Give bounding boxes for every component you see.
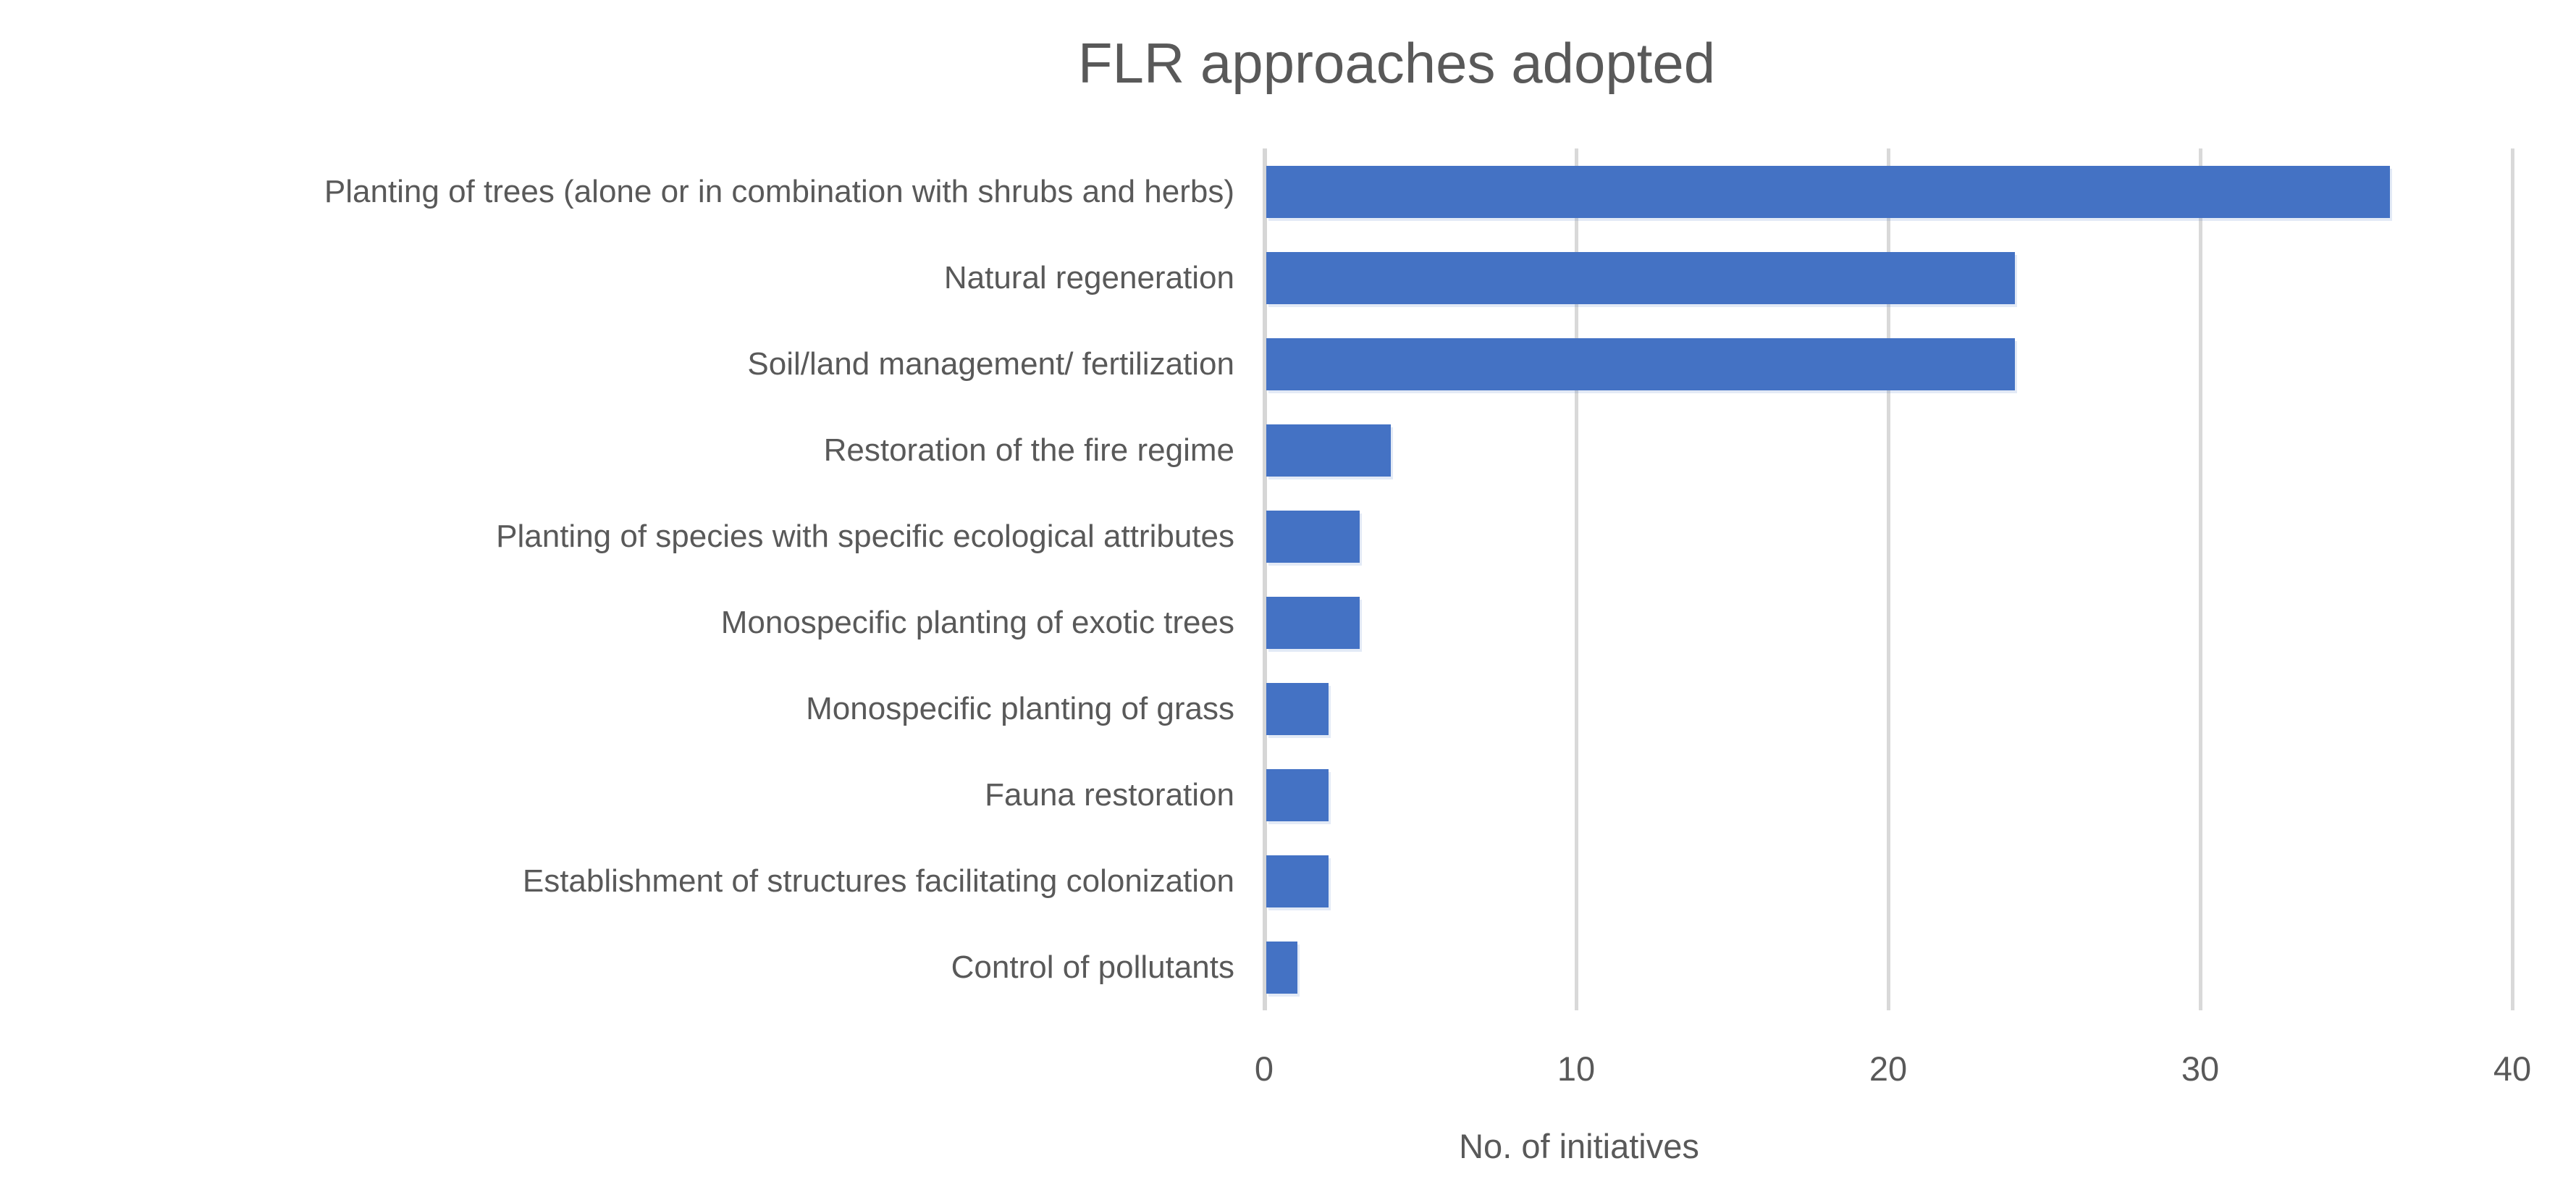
x-tick-label: 10 [1557, 1049, 1596, 1088]
x-tick-label: 0 [1254, 1049, 1274, 1088]
x-axis-title: No. of initiatives [1459, 1127, 1699, 1165]
bar [1266, 596, 1360, 649]
bar [1266, 337, 2016, 390]
x-tick-label: 30 [2181, 1049, 2220, 1088]
gridline [1886, 148, 1890, 1010]
category-label: Planting of trees (alone or in combinati… [324, 173, 1234, 209]
bar [1266, 251, 2016, 304]
bar [1266, 165, 2390, 218]
category-label: Monospecific planting of grass [806, 690, 1234, 726]
bar [1266, 941, 1298, 994]
chart-title: FLR approaches adopted [1077, 31, 1716, 95]
category-label: Natural regeneration [943, 259, 1234, 295]
bar [1266, 768, 1329, 821]
bar [1266, 424, 1392, 477]
category-label: Monospecific planting of exotic trees [720, 604, 1234, 640]
x-tick-label: 20 [1869, 1049, 1908, 1088]
category-label: Soil/land management/ fertilization [747, 345, 1234, 382]
category-label: Restoration of the fire regime [823, 432, 1234, 468]
x-tick-label: 40 [2493, 1049, 2532, 1088]
category-label: Planting of species with specific ecolog… [496, 518, 1234, 554]
category-label: Control of pollutants [951, 949, 1234, 985]
category-axis-line [1262, 148, 1267, 1010]
category-label: Fauna restoration [985, 776, 1234, 813]
bar [1266, 855, 1329, 907]
gridline [2510, 148, 2514, 1010]
bar [1266, 510, 1360, 563]
gridline [1574, 148, 1578, 1010]
gridline [2198, 148, 2202, 1010]
bar [1266, 682, 1329, 735]
category-label: Establishment of structures facilitating… [522, 863, 1234, 899]
